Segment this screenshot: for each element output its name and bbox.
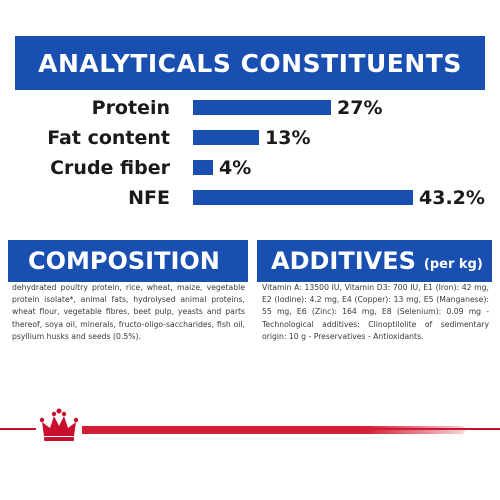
analytic-row: Fat content 13% — [0, 126, 500, 150]
analytic-bar — [193, 190, 413, 205]
analytic-bar — [193, 130, 259, 145]
analytics-title: ANALYTICALS CONSTITUENTS — [38, 48, 462, 78]
analytic-bar — [193, 100, 331, 115]
analytic-row: NFE 43.2% — [0, 186, 500, 210]
analytic-bar — [193, 160, 213, 175]
crown-icon — [36, 406, 82, 446]
analytics-title-banner: ANALYTICALS CONSTITUENTS — [15, 36, 485, 90]
analytic-value: 27% — [337, 97, 383, 119]
analytic-value: 43.2% — [419, 187, 485, 209]
analytic-value: 4% — [219, 157, 252, 179]
analytic-row: Crude fiber 4% — [0, 156, 500, 180]
analytic-value: 13% — [265, 127, 311, 149]
composition-header: COMPOSITION — [8, 240, 248, 282]
analytic-label: NFE — [128, 187, 170, 209]
analytic-row: Protein 27% — [0, 96, 500, 120]
additives-header: ADDITIVES (per kg) — [257, 240, 492, 282]
analytic-label: Fat content — [47, 127, 170, 149]
additives-unit: (per kg) — [423, 256, 483, 272]
analytic-label: Protein — [91, 97, 170, 119]
composition-title: COMPOSITION — [28, 247, 220, 275]
composition-text: dehydrated poultry protein, rice, wheat,… — [12, 283, 245, 341]
additives-title: ADDITIVES — [271, 247, 416, 275]
additives-text: Vitamin A: 13500 IU, Vitamin D3: 700 IU,… — [262, 283, 489, 341]
footer-accent-line — [70, 426, 465, 434]
analytic-label: Crude fiber — [50, 157, 170, 179]
